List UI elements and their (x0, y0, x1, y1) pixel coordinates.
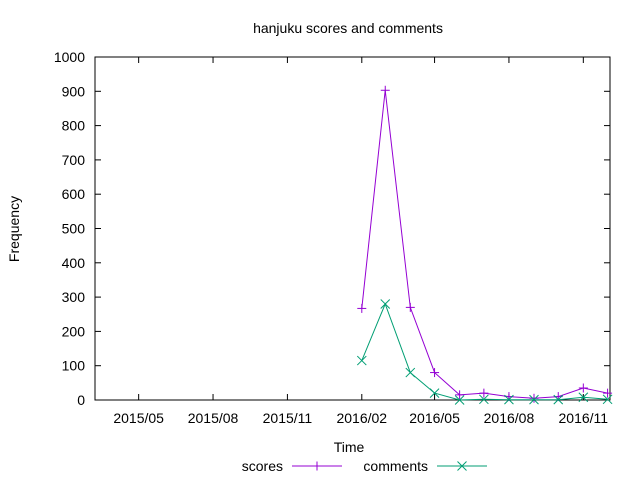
comments-point (356, 355, 367, 366)
comments-point (553, 394, 564, 405)
y-tick-label: 400 (62, 255, 86, 271)
x-tick-label: 2015/05 (113, 410, 164, 426)
series-scores (357, 85, 613, 403)
legend: scores comments (242, 458, 487, 474)
y-tick-label: 700 (62, 152, 86, 168)
y-tick-label: 900 (62, 83, 86, 99)
x-axis-label: Time (334, 439, 365, 455)
scores-point (405, 302, 415, 312)
chart-title: hanjuku scores and comments (253, 20, 443, 36)
y-tick-label: 0 (77, 392, 85, 408)
series-comments (356, 299, 613, 405)
scores-point (430, 368, 440, 378)
comments-point (529, 394, 539, 405)
comments-point (454, 395, 465, 405)
comments-point (602, 394, 613, 405)
x-tick-label: 2016/02 (336, 410, 387, 426)
scores-point (578, 383, 588, 393)
scores-point (380, 85, 390, 95)
comments-point (405, 367, 416, 378)
y-tick-label: 600 (62, 186, 86, 202)
y-axis-label: Frequency (6, 196, 22, 262)
legend-label-comments: comments (363, 458, 428, 474)
x-tick-label: 2015/11 (263, 410, 313, 426)
x-axis-ticks: 2015/05 2015/08 2015/11 2016/02 2016/05 2016/… (113, 57, 608, 426)
plot-frame (94, 56, 611, 401)
scores-line (361, 90, 608, 399)
y-tick-label: 200 (62, 323, 86, 339)
scores-point (603, 388, 613, 398)
x-tick-label: 2015/08 (188, 410, 239, 426)
y-tick-label: 300 (62, 289, 86, 305)
y-tick-label: 500 (62, 221, 86, 237)
y-axis-ticks: 0 100 200 300 400 500 600 700 800 900 1000 (54, 49, 610, 408)
x-tick-label: 2016/11 (559, 410, 609, 426)
y-tick-label: 100 (62, 358, 86, 374)
y-tick-label: 1000 (54, 49, 85, 65)
comments-line (361, 302, 608, 401)
y-tick-label: 800 (62, 118, 86, 134)
scores-point (479, 388, 489, 398)
comments-point (429, 388, 440, 398)
x-tick-label: 2016/05 (409, 410, 460, 426)
legend-marker-comments (457, 461, 467, 471)
scores-point (455, 390, 465, 400)
scores-point (529, 393, 539, 403)
series-layer (356, 85, 613, 405)
legend-marker-scores (312, 461, 322, 471)
comments-point (380, 299, 391, 309)
x-tick-label: 2016/08 (484, 410, 535, 426)
comments-point (504, 394, 514, 405)
comments-point (578, 392, 589, 403)
comments-point (479, 394, 489, 405)
legend-label-scores: scores (242, 458, 283, 474)
scores-point (357, 303, 367, 313)
